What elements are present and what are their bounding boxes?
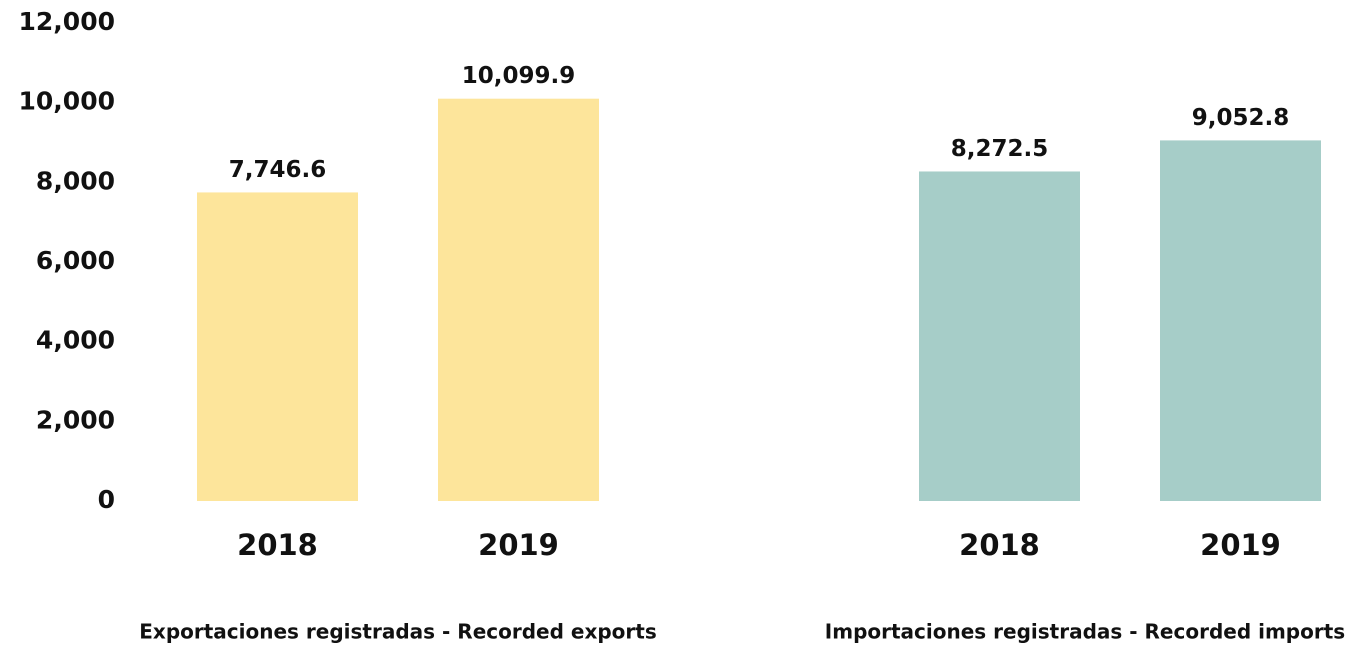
- bar: [197, 192, 358, 501]
- bar: [1160, 140, 1321, 502]
- x-tick-label: 2018: [959, 528, 1040, 562]
- y-tick-label: 6,000: [36, 246, 115, 275]
- x-tick-label: 2018: [237, 528, 318, 562]
- value-label: 7,746.6: [229, 157, 327, 183]
- bar: [919, 171, 1080, 501]
- value-label: 8,272.5: [951, 136, 1049, 162]
- bar: [438, 98, 599, 501]
- value-label: 10,099.9: [462, 63, 576, 89]
- x-tick-label: 2019: [478, 528, 559, 562]
- value-label: 9,052.8: [1192, 105, 1290, 131]
- y-tick-label: 0: [98, 485, 115, 514]
- y-tick-label: 4,000: [36, 326, 115, 355]
- group-label: Exportaciones registradas - Recorded exp…: [139, 620, 656, 644]
- group-label: Importaciones registradas - Recorded imp…: [825, 620, 1345, 644]
- y-tick-label: 12,000: [19, 7, 115, 36]
- y-tick-label: 10,000: [19, 87, 115, 116]
- x-tick-label: 2019: [1200, 528, 1281, 562]
- y-tick-label: 8,000: [36, 166, 115, 195]
- y-tick-label: 2,000: [36, 405, 115, 434]
